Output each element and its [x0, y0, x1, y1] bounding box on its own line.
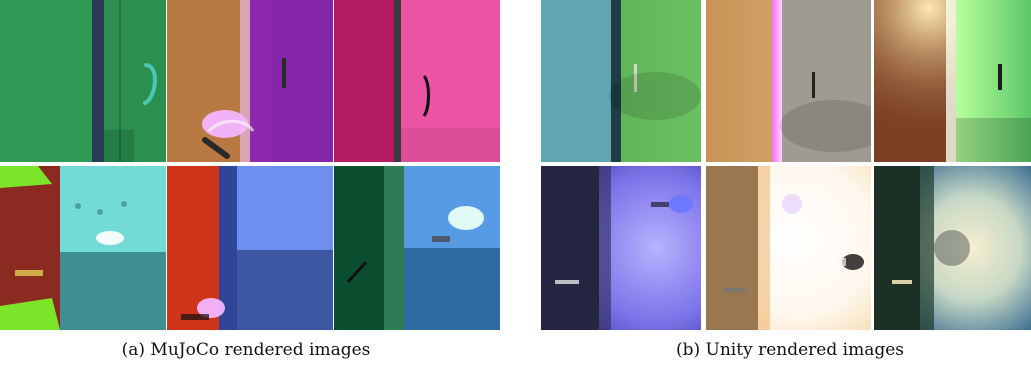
- caption-left: (a) MuJoCo rendered images: [96, 340, 396, 360]
- caption-right-text: (b) Unity rendered images: [675, 340, 904, 360]
- mujoco-panel-1: [0, 0, 166, 162]
- mujoco-image-1: [0, 0, 166, 162]
- unity-panel-5: [706, 166, 871, 330]
- mujoco-panel-3: [334, 0, 500, 162]
- mujoco-panel-5: [167, 166, 333, 330]
- unity-image-5: [706, 166, 871, 330]
- unity-panel-6: [874, 166, 1031, 330]
- unity-image-3: [874, 0, 1031, 162]
- caption-right: (b) Unity rendered images: [640, 340, 940, 360]
- unity-panel-2: [706, 0, 871, 162]
- caption-left-text: (a) MuJoCo rendered images: [121, 340, 371, 360]
- unity-image-4: [541, 166, 701, 330]
- mujoco-panel-6: [334, 166, 500, 330]
- unity-image-6: [874, 166, 1031, 330]
- mujoco-image-5: [167, 166, 333, 330]
- mujoco-panel-2: [167, 0, 333, 162]
- unity-panel-3: [874, 0, 1031, 162]
- unity-image-1: [541, 0, 701, 162]
- unity-image-2: [706, 0, 871, 162]
- unity-panel-4: [541, 166, 701, 330]
- mujoco-panel-4: [0, 166, 166, 330]
- mujoco-image-4: [0, 166, 166, 330]
- mujoco-image-6: [334, 166, 500, 330]
- unity-panel-1: [541, 0, 701, 162]
- mujoco-image-3: [334, 0, 500, 162]
- mujoco-image-2: [167, 0, 333, 162]
